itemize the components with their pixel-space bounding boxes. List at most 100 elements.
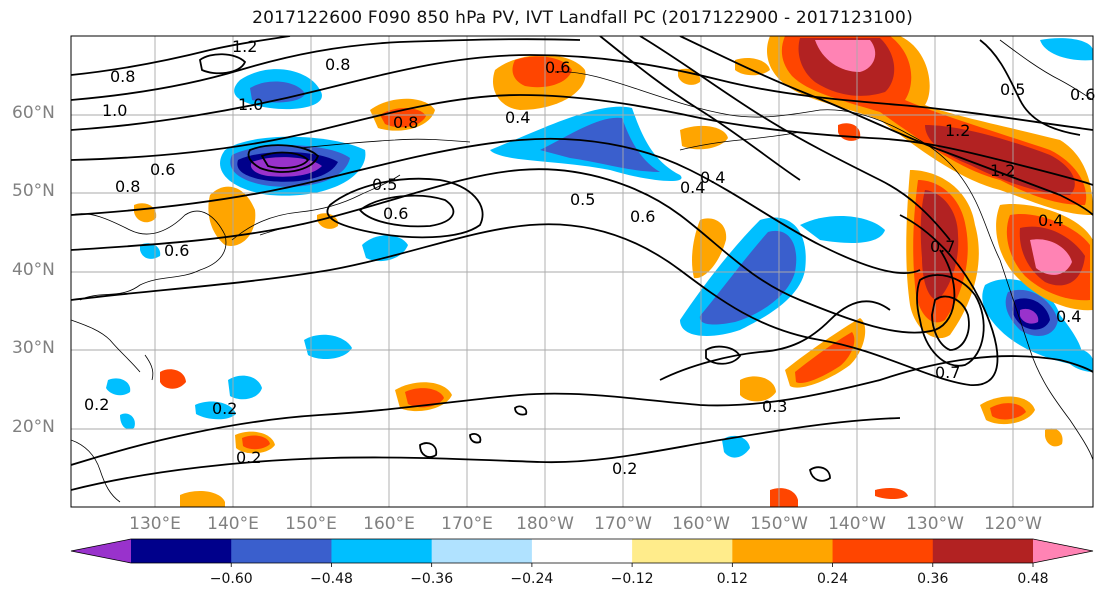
contour-label: 0.6 [1070, 85, 1095, 104]
pv-positive-region [735, 58, 770, 76]
contour-label: 0.2 [236, 448, 261, 467]
contour-label: 0.6 [630, 207, 655, 226]
contour-label: 0.8 [325, 55, 350, 74]
lon-label-140w: 140°W [828, 514, 886, 534]
pv-positive-region [770, 488, 798, 507]
lat-label-60n: 60°N [12, 103, 55, 123]
contour-label: 0.5 [570, 190, 595, 209]
colorbar-extend-min [71, 539, 131, 563]
contour-label: 1.0 [238, 95, 263, 114]
contour-label: 1.2 [945, 121, 970, 140]
colorbar-tick-label: 0.48 [1017, 571, 1049, 587]
contour-label: 0.7 [935, 363, 960, 382]
contour-label: 0.8 [115, 177, 140, 196]
colorbar-swatch [832, 539, 934, 563]
colorbar-swatch [531, 539, 633, 563]
colorbar-swatch [932, 539, 1034, 563]
pv-positive-region [1030, 239, 1072, 275]
colorbar-tick-label: 0.12 [716, 571, 748, 587]
colorbar-tick-label: 0.36 [917, 571, 949, 587]
contour-label: 0.6 [545, 58, 570, 77]
pv-positive-region [512, 56, 572, 88]
colorbar-swatch [732, 539, 834, 563]
pv-negative-region [195, 401, 236, 420]
lon-label-160w: 160°W [672, 514, 730, 534]
contour-label: 1.2 [990, 161, 1015, 180]
colorbar [70, 538, 1094, 567]
lon-label-140e: 140°E [207, 514, 259, 534]
contour-label: 0.4 [505, 108, 530, 127]
contour-label: 0.7 [930, 237, 955, 256]
contour-label: 0.2 [84, 395, 109, 414]
contour-label: 0.8 [393, 113, 418, 132]
contour-label: 0.6 [150, 160, 175, 179]
pv-positive-region [242, 435, 270, 450]
contour-label: 0.2 [212, 399, 237, 418]
lon-label-130w: 130°W [906, 514, 964, 534]
contour-label: 0.2 [612, 459, 637, 478]
pv-negative-region [1020, 308, 1039, 324]
pv-negative-region [1060, 348, 1093, 372]
contour-label: 0.4 [700, 168, 725, 187]
colorbar-swatch [231, 539, 332, 563]
pv-negative-region [1040, 38, 1093, 61]
contour-label: 0.6 [383, 204, 408, 223]
figure-title: 2017122600 F090 850 hPa PV, IVT Landfall… [252, 8, 913, 28]
ivt-contours [71, 36, 1093, 491]
contour-label: 0.4 [1038, 211, 1063, 230]
pv-negative-region [106, 378, 131, 396]
pv-positive-region [678, 68, 701, 85]
pv-positive-region [405, 388, 444, 408]
contour-label: 0.4 [680, 178, 705, 197]
pv-negative-region [800, 215, 885, 243]
colorbar-swatch [131, 539, 232, 563]
pv-negative-region [228, 375, 262, 400]
contour-label: 0.3 [762, 397, 787, 416]
contour-label: 1.2 [232, 37, 257, 56]
lon-label-130e: 130°E [129, 514, 181, 534]
pv-positive-region [680, 125, 728, 150]
contour-label: 1.0 [102, 101, 127, 120]
lon-label-180w: 180°W [516, 514, 574, 534]
pv-negative-region [120, 413, 135, 430]
pv-positive-region [875, 488, 908, 499]
contour-label: 0.6 [164, 241, 189, 260]
pv-negative-region [722, 435, 750, 458]
lon-label-170e: 170°E [441, 514, 493, 534]
pv-positive-region [160, 369, 186, 389]
lat-label-50n: 50°N [12, 181, 55, 201]
colorbar-tick-label: 0.24 [816, 571, 849, 587]
lat-label-30n: 30°N [12, 338, 55, 358]
lon-label-170w: 170°W [594, 514, 652, 534]
contour-label: 0.4 [1056, 307, 1081, 326]
colorbar-tick-label: −0.60 [209, 571, 253, 587]
lon-label-160e: 160°E [363, 514, 415, 534]
pv-positive-region [740, 376, 776, 402]
contour-labels: 1.2 0.8 0.8 0.6 1.0 0.4 1.0 1.2 0.8 0.6 … [84, 37, 1095, 478]
colorbar-swatch [331, 539, 433, 563]
pv-negative-region [304, 334, 352, 360]
pv-negative-region [250, 157, 322, 177]
lon-label-120w: 120°W [984, 514, 1042, 534]
colorbar-tick-label: −0.48 [309, 571, 353, 587]
pv-positive-region [1045, 428, 1063, 447]
contour-label: 0.5 [1000, 80, 1025, 99]
lon-label-150w: 150°W [750, 514, 808, 534]
pv-positive-region [180, 490, 225, 507]
pv-positive-region [815, 40, 876, 72]
contour-label: 0.5 [372, 175, 397, 194]
colorbar-tick-label: −0.12 [610, 571, 654, 587]
colorbar-extend-max [1033, 539, 1093, 563]
lon-label-150e: 150°E [285, 514, 337, 534]
colorbar-tick-label: −0.36 [410, 571, 454, 587]
pv-positive-region [692, 218, 727, 279]
colorbar-swatch [431, 539, 533, 563]
contour-label: 0.8 [110, 67, 135, 86]
pv-positive-region [990, 403, 1026, 420]
graticule [71, 36, 1093, 507]
map-frame [70, 35, 1094, 508]
lat-label-20n: 20°N [12, 417, 55, 437]
colorbar-tick-label: −0.24 [510, 571, 554, 587]
colorbar-outline [70, 538, 1094, 564]
